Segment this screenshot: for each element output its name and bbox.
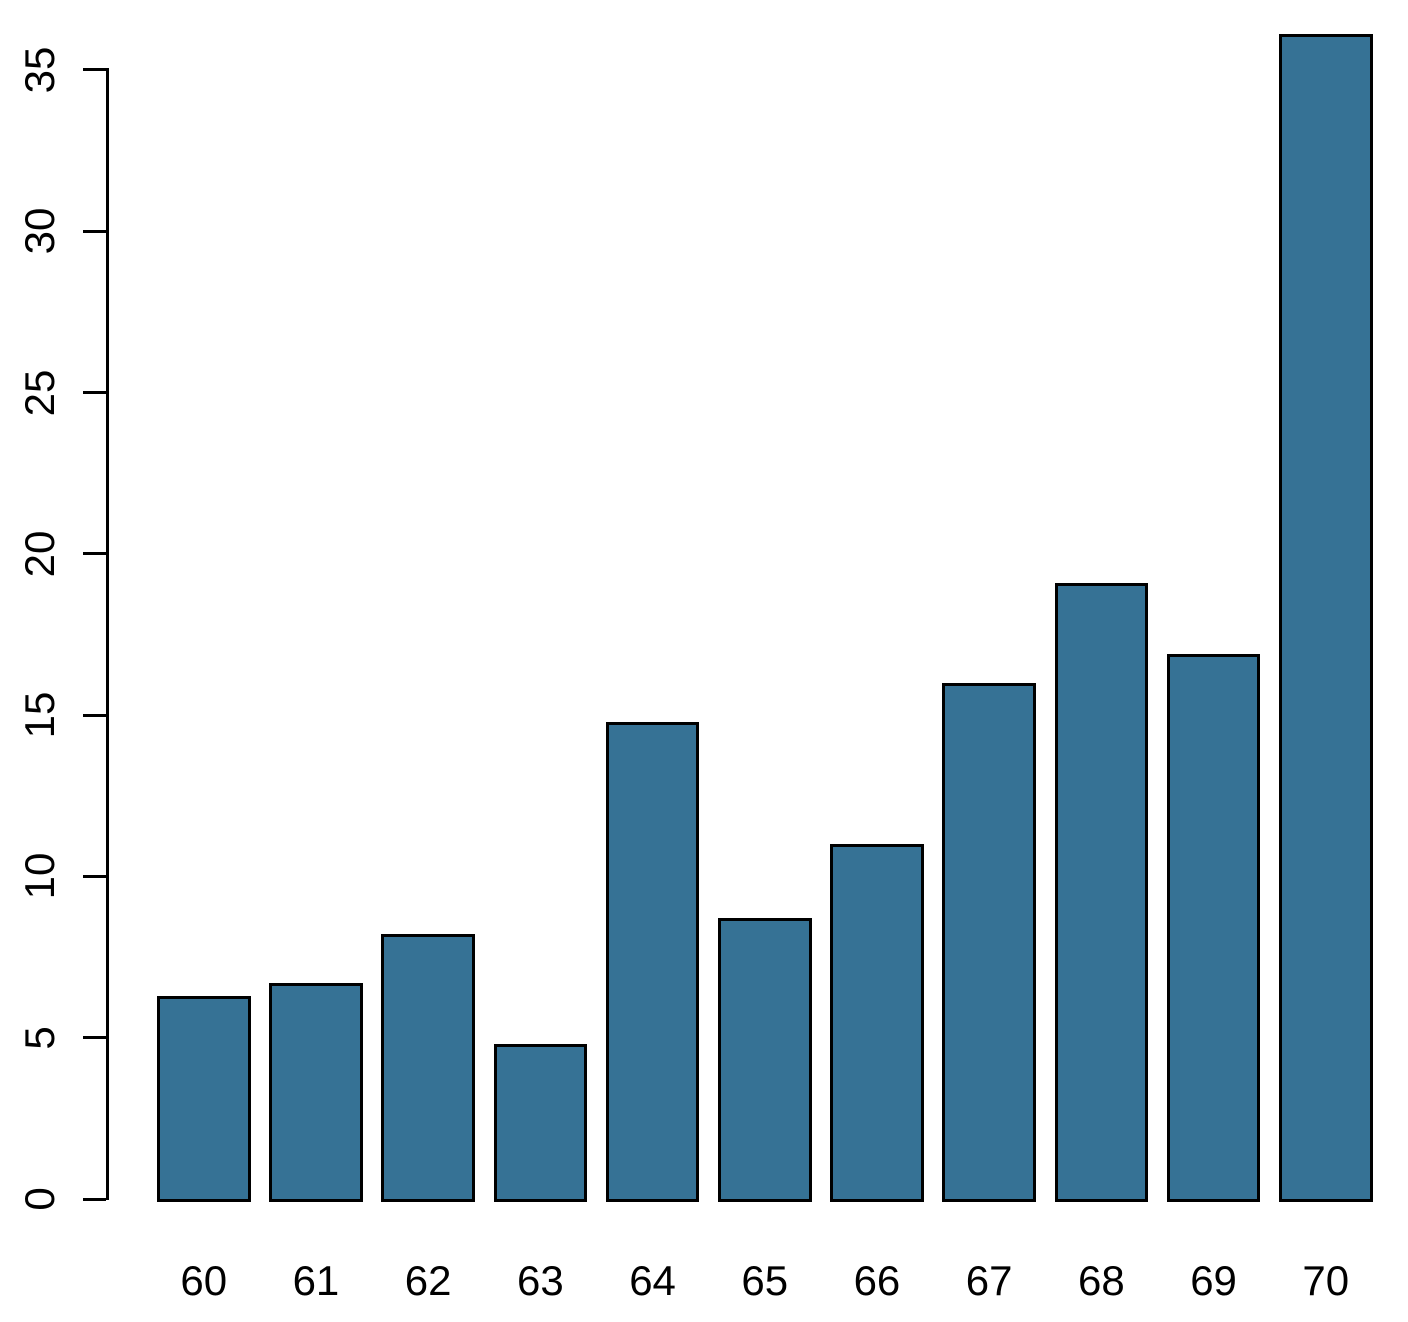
bar-68 [1054,582,1149,1202]
bar-62 [381,934,475,1202]
x-tick-label: 68 [1077,1257,1125,1304]
bar-65 [718,918,812,1202]
x-tick-label: 62 [404,1257,452,1304]
x-tick-label: 70 [1302,1257,1350,1304]
x-tick-label: 66 [853,1257,901,1304]
y-axis-tick [83,391,106,394]
x-tick-label: 67 [965,1257,1013,1304]
y-tick-label: 20 [16,530,63,578]
y-tick-label: 35 [16,46,63,94]
x-tick-label: 69 [1190,1257,1237,1304]
y-axis-line [106,68,109,1201]
bar-66 [830,844,924,1202]
x-tick-label: 63 [516,1257,564,1304]
x-tick-label: 60 [180,1257,228,1304]
y-axis-tick [83,713,106,717]
y-axis-tick [83,552,106,556]
x-tick-label: 61 [292,1257,340,1304]
y-tick-label: 10 [16,853,63,900]
bar-61 [269,982,363,1202]
bar-70 [1279,34,1373,1202]
y-axis-tick [83,1197,106,1201]
bar-63 [493,1044,588,1202]
bar-67 [942,682,1036,1202]
bar-64 [605,721,700,1202]
bar-60 [157,995,251,1202]
y-tick-label: 5 [16,1026,63,1050]
y-tick-label: 25 [16,369,63,416]
y-tick-label: 15 [16,691,63,739]
y-axis-tick [83,229,106,233]
y-axis-tick [83,1036,106,1040]
y-tick-label: 0 [16,1187,63,1211]
y-axis-tick [83,68,106,72]
x-tick-label: 64 [629,1257,676,1304]
y-tick-label: 30 [16,207,63,255]
bar-69 [1166,653,1261,1202]
y-axis-tick [83,874,106,878]
x-tick-label: 65 [741,1257,789,1304]
